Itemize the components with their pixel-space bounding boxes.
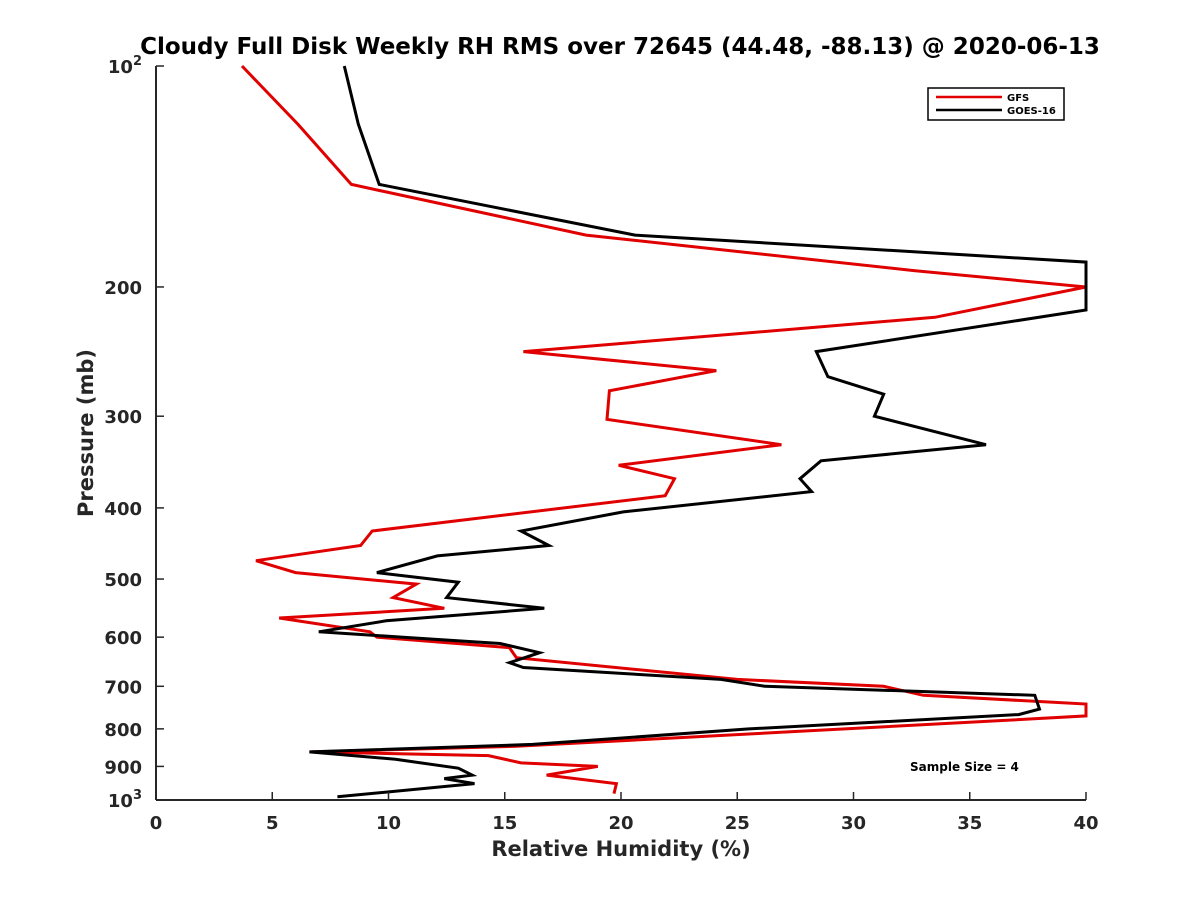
x-tick-label: 30: [841, 813, 866, 834]
y-tick-label-base: 600: [104, 628, 142, 649]
y-tick-label: 500: [104, 570, 142, 591]
legend: GFS GOES-16: [927, 87, 1065, 121]
y-axis-label: Pressure (mb): [74, 349, 98, 517]
x-tick-label: 35: [957, 813, 982, 834]
series-line-goes-16: [309, 65, 1088, 799]
y-tick-label: 800: [104, 720, 142, 741]
x-axis-label: Relative Humidity (%): [491, 837, 750, 861]
y-tick-label-base: 10: [108, 791, 133, 812]
y-tick-label: 102: [108, 54, 142, 78]
y-tick-label-base: 500: [104, 570, 142, 591]
y-tick-label: 300: [104, 407, 142, 428]
y-tick-label: 200: [104, 278, 142, 299]
x-tick-label: 20: [608, 813, 633, 834]
x-tick-label: 10: [376, 813, 401, 834]
y-tick-label: 600: [104, 628, 142, 649]
y-tick-label-base: 300: [104, 407, 142, 428]
x-tick-label: 15: [492, 813, 517, 834]
y-tick-label-base: 400: [104, 499, 142, 520]
series-layer: [240, 64, 1088, 799]
x-ticks: 0 5 10 15 20 25 30 35 40: [150, 792, 1099, 834]
y-tick-label: 103: [108, 788, 142, 812]
x-tick-label: 40: [1073, 813, 1098, 834]
y-tick-label: 900: [104, 757, 142, 778]
y-tick-label: 400: [104, 499, 142, 520]
y-tick-label-base: 200: [104, 278, 142, 299]
x-tick-label: 0: [150, 813, 163, 834]
legend-box: [927, 87, 1065, 121]
y-tick-label-base: 10: [108, 57, 133, 78]
y-tick-label-exponent: 2: [133, 54, 142, 69]
y-tick-label: 700: [104, 677, 142, 698]
plot-area: 0 5 10 15 20 25 30 35 40 10220030040050060070080…: [104, 54, 1098, 834]
x-tick-label: 25: [725, 813, 750, 834]
sample-size-annotation: Sample Size = 4: [910, 760, 1019, 774]
y-tick-label-base: 800: [104, 720, 142, 741]
chart-title: Cloudy Full Disk Weekly RH RMS over 7264…: [140, 34, 1100, 60]
legend-label-goes-16: GOES-16: [1007, 106, 1056, 117]
legend-label-gfs: GFS: [1007, 93, 1029, 104]
y-tick-label-base: 700: [104, 677, 142, 698]
y-tick-label-base: 900: [104, 757, 142, 778]
x-tick-label: 5: [266, 813, 279, 834]
y-tick-label-exponent: 3: [133, 788, 142, 803]
